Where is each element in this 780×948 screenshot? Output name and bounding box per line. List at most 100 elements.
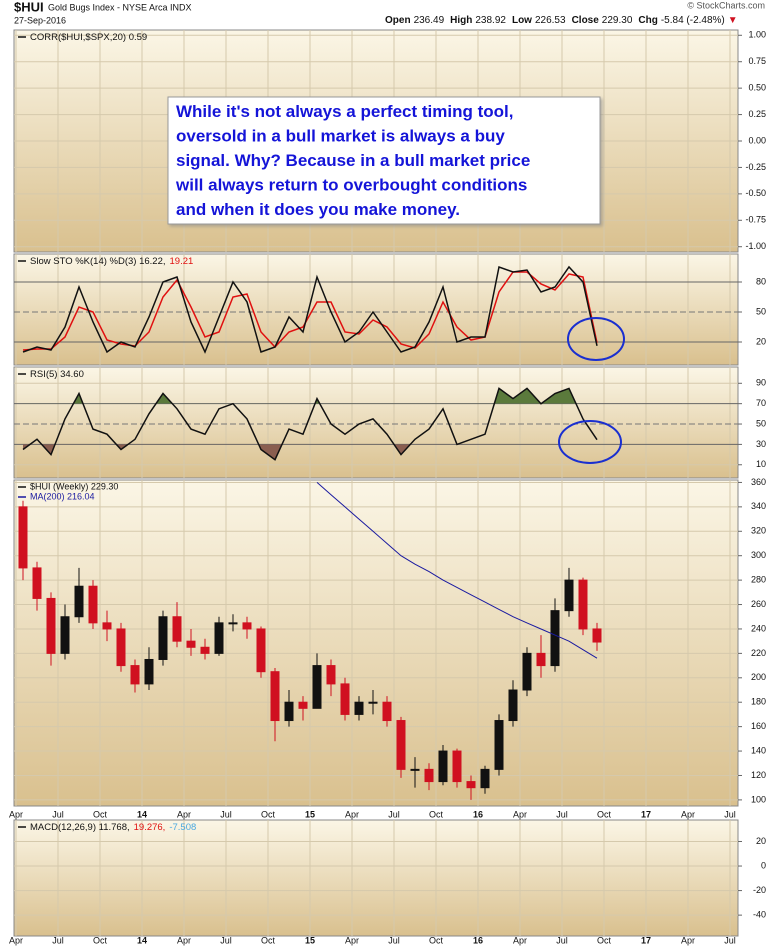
x-tick-label: Oct	[429, 809, 444, 819]
candle-body	[18, 506, 28, 569]
candle-body	[340, 683, 350, 715]
candle-body	[144, 658, 154, 685]
candle-body	[480, 768, 490, 789]
candle-body	[550, 610, 560, 667]
x-tick-label: Jul	[52, 809, 64, 819]
candle-body	[116, 628, 126, 667]
y-tick-label: 140	[751, 745, 766, 755]
candle-body	[270, 671, 280, 722]
panel	[13, 253, 739, 366]
candle-body	[578, 579, 588, 630]
x-tick-label: Jul	[220, 809, 232, 819]
candle-body	[312, 665, 322, 709]
legend-label: RSI(5) 34.60	[30, 369, 84, 380]
x-tick-label: 15	[305, 935, 315, 945]
candle-body	[158, 616, 168, 660]
quote-label: Chg	[638, 15, 657, 26]
y-tick-label: 120	[751, 770, 766, 780]
y-tick-label: -0.25	[745, 162, 766, 172]
x-tick-label: Apr	[345, 809, 359, 819]
x-tick-label: Oct	[261, 809, 276, 819]
candle-body	[102, 622, 112, 630]
x-tick-label: 14	[137, 935, 147, 945]
candle-body	[88, 585, 98, 624]
y-tick-label: 10	[756, 459, 766, 469]
y-tick-label: 260	[751, 599, 766, 609]
candle-body	[396, 720, 406, 770]
y-tick-label: 160	[751, 721, 766, 731]
y-tick-label: -0.50	[745, 188, 766, 198]
legend-label: -7.508	[169, 822, 196, 833]
x-tick-label: Apr	[681, 935, 695, 945]
plot-area: 1.00 0.75 0.50 0.25 0.00 -0.25 -0.50 -0.75 -1.00…	[9, 29, 766, 945]
x-tick-label: Jul	[724, 935, 736, 945]
y-tick-label: 90	[756, 378, 766, 388]
y-tick-label: 20	[756, 336, 766, 346]
x-tick-label: 15	[305, 809, 315, 819]
y-tick-label: 0.75	[748, 56, 766, 66]
annotation-line: oversold in a bull market is always a bu…	[176, 127, 505, 146]
legend: MACD(12,26,9) 11.768, 19.276, -7.508	[30, 822, 196, 833]
y-tick-label: 80	[756, 276, 766, 286]
candle-body	[410, 768, 420, 771]
quote-label: High	[450, 15, 472, 26]
candle-body	[508, 689, 518, 722]
x-tick-label: Jul	[388, 809, 400, 819]
x-tick-label: Jul	[556, 935, 568, 945]
quote-value: 226.53	[535, 15, 566, 26]
candle-body	[242, 622, 252, 630]
x-tick-label: Apr	[345, 935, 359, 945]
x-tick-label: 17	[641, 935, 651, 945]
y-tick-label: 1.00	[748, 30, 766, 40]
x-tick-label: Oct	[597, 809, 612, 819]
annotation-box	[167, 96, 601, 225]
candle-body	[172, 616, 182, 642]
x-tick-label: Jul	[220, 935, 232, 945]
candle-body	[130, 665, 140, 685]
credit: © StockCharts.com	[687, 0, 765, 10]
x-tick-label: 14	[137, 809, 147, 819]
candle-body	[60, 616, 70, 654]
y-tick-label: -0.75	[745, 215, 766, 225]
candle-body	[32, 567, 42, 599]
x-tick-label: Oct	[597, 935, 612, 945]
series-line	[316, 482, 598, 659]
y-tick-label: 200	[751, 672, 766, 682]
legend-label: 19.276,	[134, 822, 166, 833]
x-tick-label: Jul	[724, 809, 736, 819]
y-tick-label: -1.00	[745, 241, 766, 251]
y-tick-label: 50	[756, 306, 766, 316]
candle-body	[424, 768, 434, 783]
series-line	[22, 265, 598, 354]
y-tick-label: 0.50	[748, 83, 766, 93]
candle-body	[284, 701, 294, 722]
candle-body	[74, 585, 84, 618]
x-tick-label: Apr	[177, 935, 191, 945]
x-tick-label: 16	[473, 935, 483, 945]
quote-label: Close	[572, 15, 600, 26]
y-tick-label: 50	[756, 418, 766, 428]
highlight-circle	[558, 420, 622, 464]
y-tick-label: 20	[756, 836, 766, 846]
legend-label: 19.21	[170, 256, 194, 267]
candle-body	[186, 640, 196, 648]
y-tick-label: -40	[753, 910, 766, 920]
quote-label: Low	[512, 15, 532, 26]
x-tick-label: Apr	[177, 809, 191, 819]
quote-value: 229.30	[602, 15, 633, 26]
x-tick-label: 16	[473, 809, 483, 819]
y-tick-label: 360	[751, 477, 766, 487]
x-tick-label: Apr	[9, 935, 23, 945]
candle-body	[564, 579, 574, 612]
candle-body	[46, 597, 56, 654]
x-tick-label: Oct	[429, 935, 444, 945]
y-tick-label: 300	[751, 550, 766, 560]
candle-body	[438, 750, 448, 783]
candle-body	[326, 665, 336, 685]
legend-label: CORR($HUI,$SPX,20) 0.59	[30, 32, 147, 43]
candle-body	[536, 652, 546, 667]
quote: Open 236.49 High 238.92 Low 226.53 Close 229.30…	[385, 15, 738, 26]
legend-label: MA(200) 216.04	[30, 491, 95, 501]
candle-body	[298, 701, 308, 709]
